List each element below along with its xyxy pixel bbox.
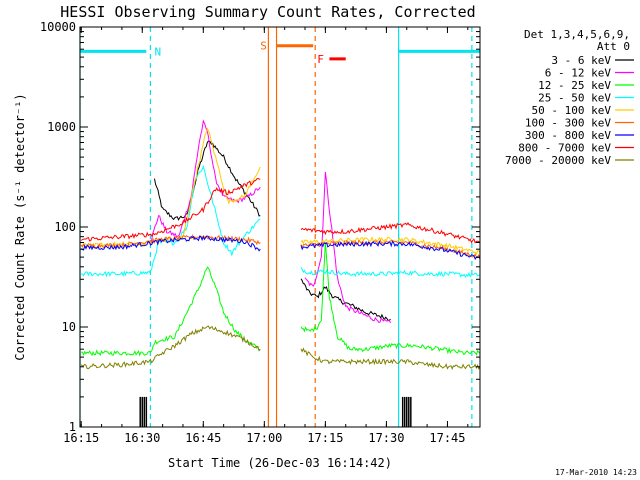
series-line-3-seg-0 (81, 164, 261, 278)
series-lines (80, 119, 480, 370)
x-tick-label-5: 17:30 (368, 431, 404, 445)
series-line-1-seg-0 (149, 119, 261, 245)
x-tick-label-6: 17:45 (429, 431, 465, 445)
legend-label-4: 50 - 100 keV (532, 104, 612, 117)
y-axis-ticks: 1 10 100 1000 10000 (40, 20, 480, 434)
series-line-4-seg-0 (80, 127, 261, 249)
chart-title: HESSI Observing Summary Count Rates, Cor… (60, 3, 475, 21)
legend-label-3: 25 - 50 keV (538, 92, 611, 105)
x-tick-label-0: 16:15 (63, 431, 99, 445)
annotation-label-3: F (317, 53, 324, 66)
y-axis-label: Corrected Count Rate (s⁻¹ detector⁻¹) (13, 93, 27, 360)
legend-label-8: 7000 - 20000 keV (505, 154, 611, 167)
x-tick-label-1: 16:30 (124, 431, 160, 445)
legend-label-1: 6 - 12 keV (545, 67, 612, 80)
annotation-label-0: N (154, 45, 161, 58)
series-line-6-seg-0 (80, 235, 261, 252)
legend-label-6: 300 - 800 keV (525, 129, 611, 142)
series-line-2-seg-0 (81, 266, 261, 357)
legend-label-5: 100 - 300 keV (525, 117, 611, 130)
y-tick-label-3: 1000 (47, 120, 76, 134)
series-line-7-seg-1 (300, 221, 480, 244)
legend-label-7: 800 - 7000 keV (518, 142, 611, 155)
series-line-3-seg-1 (300, 267, 480, 278)
x-tick-label-3: 17:00 (246, 431, 282, 445)
annotation-label-2: S (260, 40, 267, 53)
x-axis-ticks: 16:15 16:30 16:45 17:00 17:15 17:30 17:45 (63, 27, 469, 445)
legend-label-2: 12 - 25 keV (538, 79, 611, 92)
y-tick-label-1: 10 (62, 320, 76, 334)
y-tick-label-0: 1 (69, 420, 76, 434)
annotation-bars: N S F (80, 40, 480, 66)
series-line-8-seg-1 (300, 347, 480, 370)
series-line-0-seg-1 (300, 278, 391, 321)
vertical-markers (79, 27, 473, 427)
series-line-4-seg-1 (300, 235, 480, 256)
series-line-8-seg-0 (80, 325, 261, 370)
series-line-7-seg-0 (80, 177, 261, 242)
series-line-2-seg-1 (300, 242, 480, 356)
x-tick-label-2: 16:45 (185, 431, 221, 445)
spike-marks (139, 396, 412, 427)
legend-title-0: Det 1,3,4,5,6,9, (524, 28, 630, 41)
series-line-0-seg-0 (154, 140, 261, 221)
legend-label-0: 3 - 6 keV (551, 54, 611, 67)
series-line-6-seg-1 (300, 240, 480, 261)
x-axis-label: Start Time (26-Dec-03 16:14:42) (168, 456, 392, 470)
x-tick-label-4: 17:15 (307, 431, 343, 445)
series-line-1-seg-1 (304, 171, 391, 324)
footer-timestamp: 17-Mar-2010 14:23 (555, 468, 637, 477)
legend-title-1: Att 0 (597, 40, 630, 53)
y-tick-label-2: 100 (54, 220, 76, 234)
y-tick-label-4: 10000 (40, 20, 76, 34)
